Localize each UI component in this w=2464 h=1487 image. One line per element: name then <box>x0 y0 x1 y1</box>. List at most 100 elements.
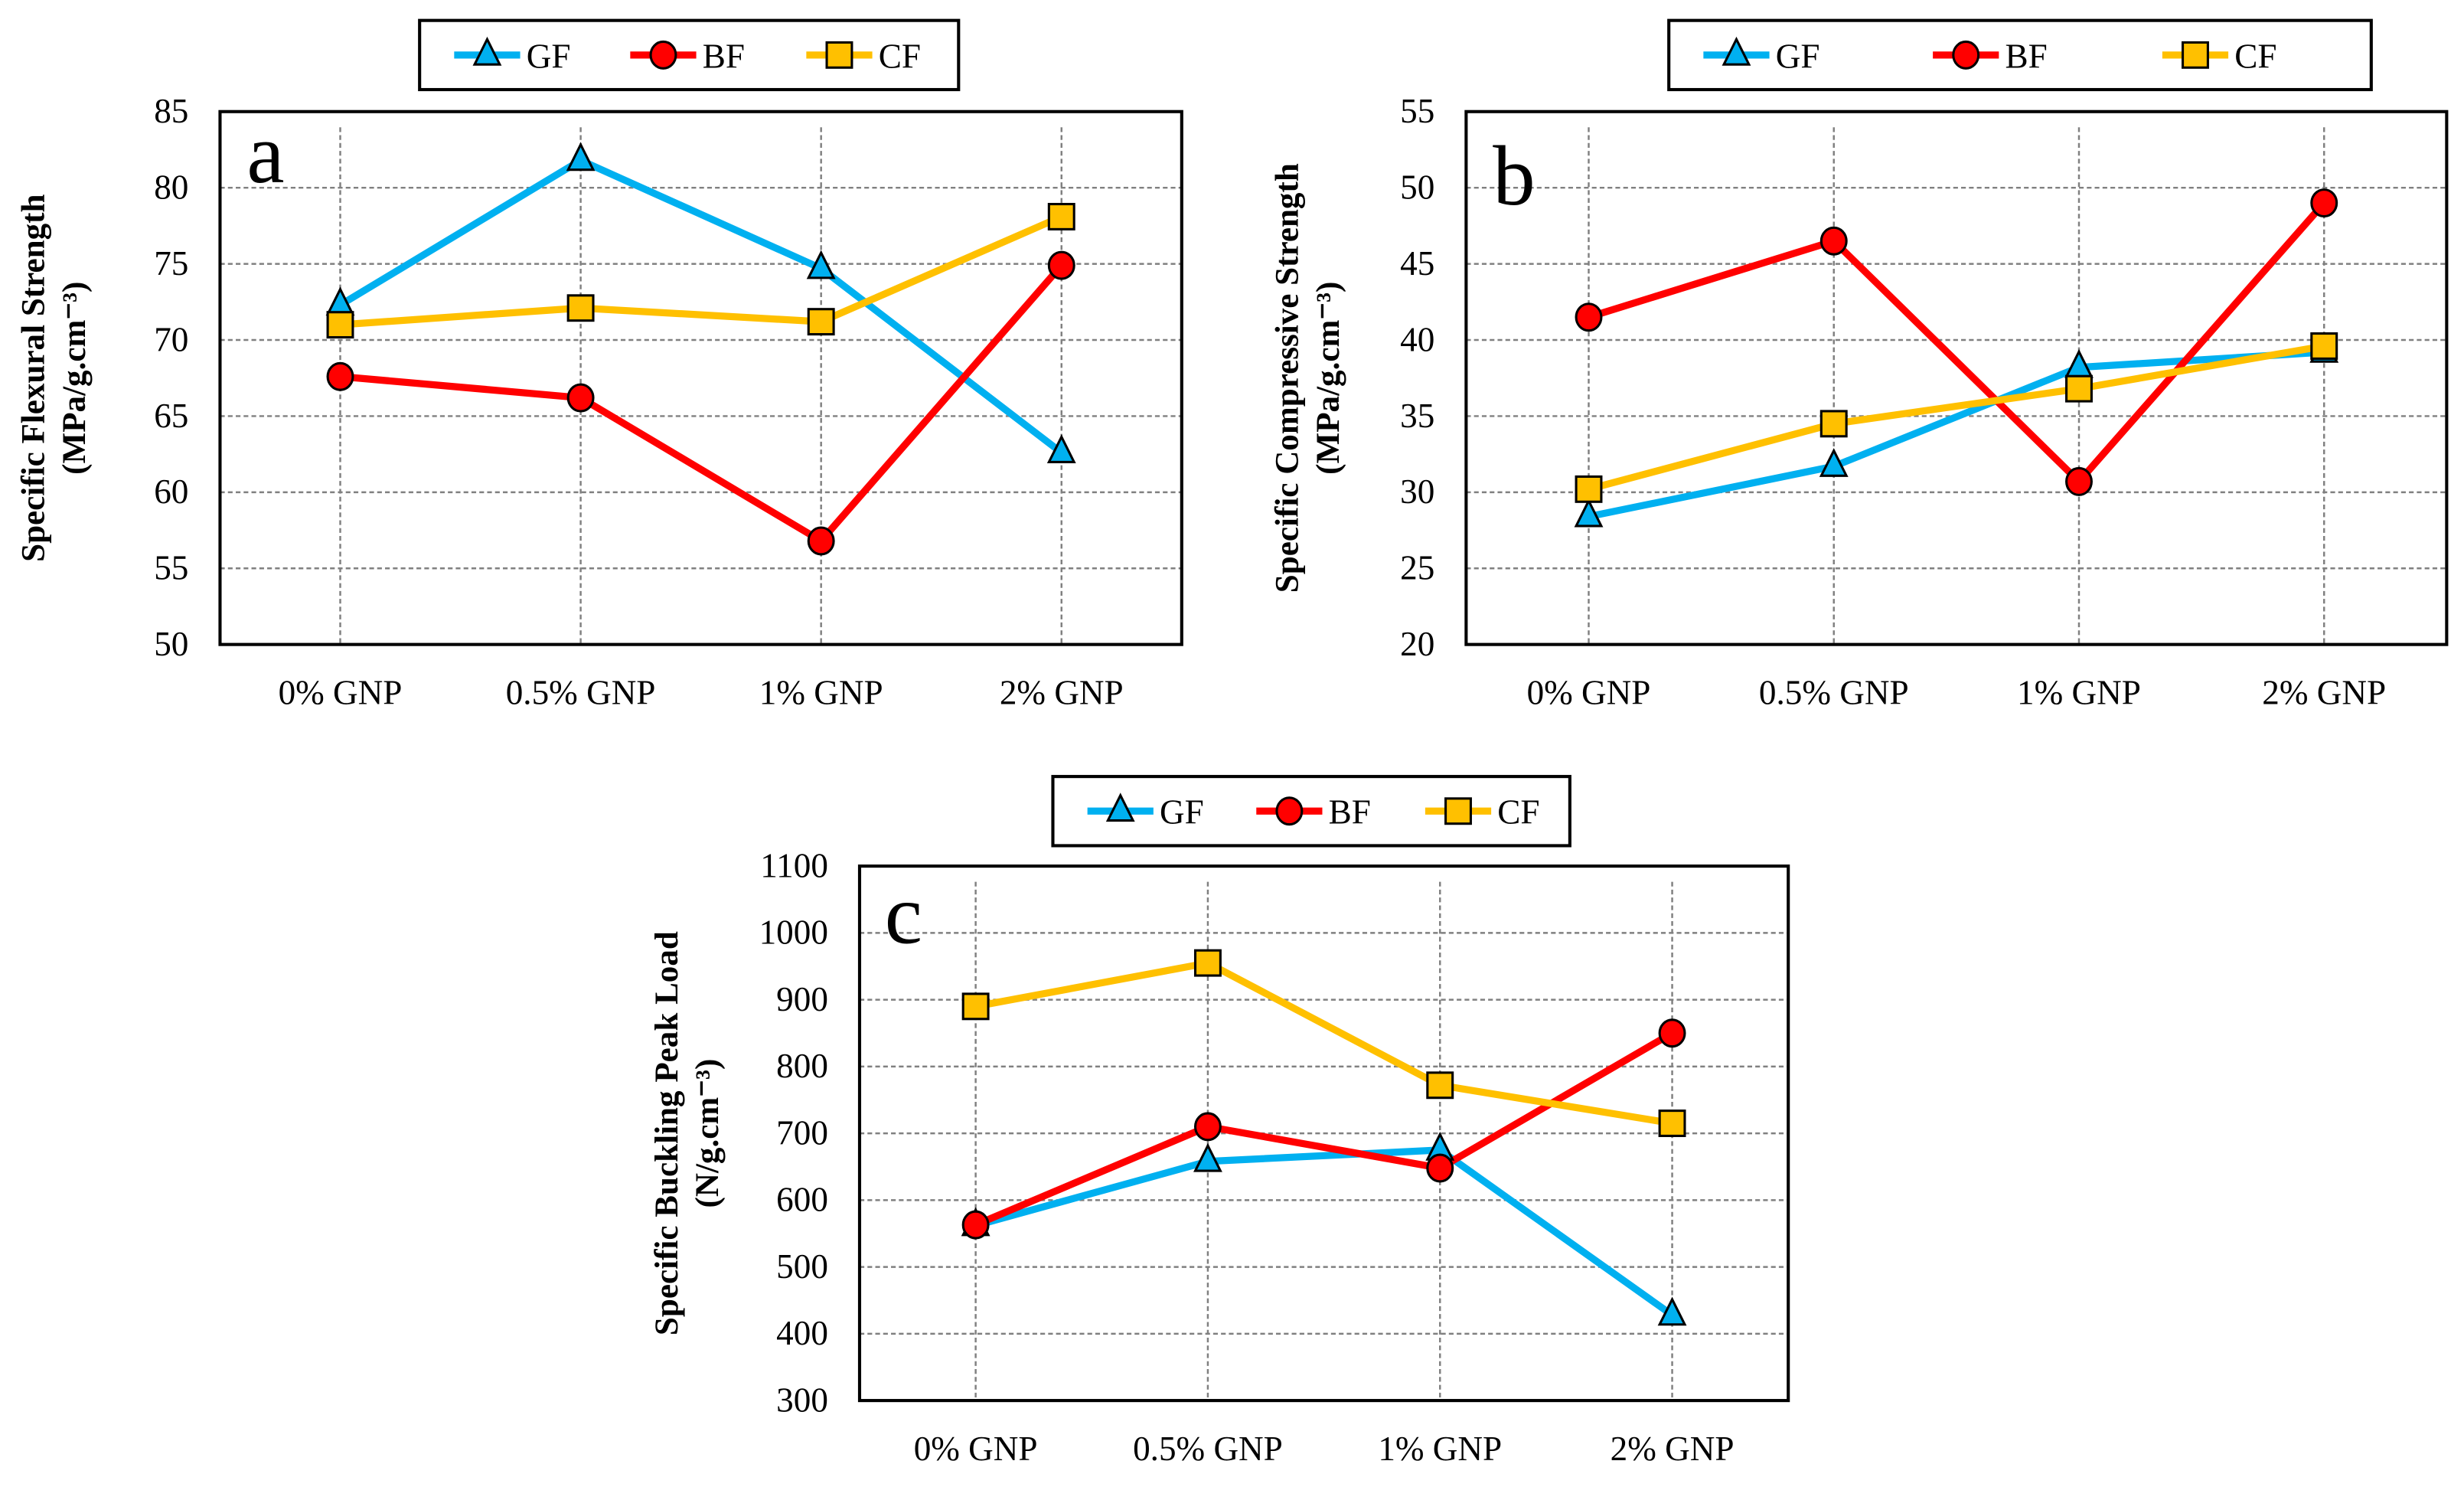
x-tick-label: 1% GNP <box>2017 674 2141 712</box>
data-point-CF <box>1658 1110 1686 1137</box>
data-point-BF <box>961 1210 990 1240</box>
data-point-CF <box>961 992 990 1021</box>
legend: GF BF CF <box>1667 18 2373 92</box>
series-line-GF <box>974 1146 1675 1319</box>
chart-panel-c: 300 400 500 600 700 800 900 1000 1100 0% GNP 0.5% … <box>649 775 1790 1468</box>
x-tick-label: 1% GNP <box>759 674 883 712</box>
y-tick-label: 55 <box>154 549 188 587</box>
legend-label-CF: CF <box>879 37 921 75</box>
data-point-BF <box>2310 188 2338 218</box>
y-tick-label: 30 <box>1400 472 1434 511</box>
data-point-BF <box>1658 1018 1686 1048</box>
y-tick-label: 1000 <box>759 913 828 952</box>
y-tick-label: 50 <box>154 625 188 663</box>
y-tick-label: 75 <box>154 244 188 283</box>
y-axis-title: Specific Buckling Peak Load <box>649 931 685 1335</box>
panel-label: a <box>246 106 284 201</box>
legend-marker-GF <box>1105 793 1135 822</box>
y-tick-label: 500 <box>776 1247 828 1286</box>
y-tick-label: 85 <box>154 92 188 130</box>
chart-panel-a: 50 55 60 65 70 75 80 85 0% GNP 0.5% GNP 1% GNP 2% G… <box>16 18 1183 712</box>
y-tick-label: 65 <box>154 397 188 435</box>
data-point-GF <box>1193 1142 1222 1172</box>
legend-marker-BF <box>1952 40 1980 70</box>
legend-marker-BF <box>1275 796 1304 826</box>
x-tick-label: 0.5% GNP <box>1759 674 1909 712</box>
x-tick-label: 0% GNP <box>279 674 403 712</box>
legend-box <box>1667 18 2373 92</box>
data-point-CF <box>2310 332 2338 360</box>
plot-area <box>1464 109 2449 646</box>
data-point-CF <box>2065 374 2093 403</box>
y-tick-label: 45 <box>1400 244 1434 283</box>
data-point-GF <box>1819 448 1849 477</box>
x-tick-label: 2% GNP <box>1611 1430 1735 1468</box>
x-tick-label: 0% GNP <box>914 1430 1038 1468</box>
data-point-BF <box>1426 1153 1454 1183</box>
data-point-CF <box>1047 202 1075 230</box>
series-line-BF <box>974 1030 1674 1228</box>
y-tick-label: 70 <box>154 320 188 358</box>
legend: GF BF CF <box>418 18 961 92</box>
y-axis-title: Specific Compressive Strength <box>1270 163 1306 593</box>
legend-marker-GF <box>1722 36 1751 66</box>
plot-area <box>218 109 1183 646</box>
legend-marker-CF <box>1444 797 1472 825</box>
legend-marker-CF <box>825 41 853 69</box>
panel-label: c <box>885 868 922 962</box>
y-tick-label: 300 <box>776 1381 828 1419</box>
x-tick-label: 1% GNP <box>1378 1430 1502 1468</box>
y-tick-label: 40 <box>1400 320 1434 358</box>
legend-marker-BF <box>649 40 677 70</box>
data-point-GF <box>1574 498 1604 528</box>
y-tick-label: 25 <box>1400 549 1434 587</box>
legend-label-BF: BF <box>703 37 745 75</box>
y-tick-label: 50 <box>1400 168 1434 207</box>
series-line-CF <box>1588 342 2325 493</box>
y-tick-label: 700 <box>776 1113 828 1152</box>
data-point-BF <box>1047 250 1075 280</box>
legend-label-CF: CF <box>1497 793 1539 832</box>
legend-label-BF: BF <box>2005 37 2048 75</box>
legend: GF BF CF <box>1051 775 1571 848</box>
data-point-BF <box>1575 302 1603 332</box>
data-point-GF <box>1046 434 1076 463</box>
data-point-BF <box>807 526 835 556</box>
data-point-CF <box>1426 1071 1454 1100</box>
data-point-CF <box>1575 475 1603 503</box>
data-point-BF <box>1193 1112 1222 1142</box>
y-tick-label: 80 <box>154 168 188 207</box>
legend-marker-GF <box>472 36 502 66</box>
series-line-GF <box>338 156 1064 456</box>
legend-label-CF: CF <box>2234 37 2276 75</box>
y-tick-label: 800 <box>776 1047 828 1085</box>
y-tick-label: 60 <box>154 472 188 511</box>
data-point-CF <box>1819 410 1848 438</box>
data-point-CF <box>566 294 595 322</box>
legend-label-GF: GF <box>1160 793 1204 832</box>
x-tick-label: 0.5% GNP <box>1133 1430 1283 1468</box>
y-axis-title: Specific Flexural Strength <box>16 194 52 562</box>
plot-area <box>857 864 1790 1403</box>
data-point-BF <box>326 361 354 391</box>
series-line-GF <box>1588 348 2325 521</box>
legend-label-GF: GF <box>527 37 571 75</box>
data-point-BF <box>566 383 595 413</box>
y-tick-label: 600 <box>776 1181 828 1219</box>
y-tick-label: 20 <box>1400 625 1434 663</box>
data-point-GF <box>806 250 836 279</box>
x-tick-label: 2% GNP <box>2262 674 2386 712</box>
data-point-BF <box>2065 466 2093 496</box>
chart-panel-b: 20 25 30 35 40 45 50 55 0% GNP 0.5% GNP 1% GNP 2% G… <box>1270 18 2449 712</box>
x-tick-label: 2% GNP <box>1000 674 1124 712</box>
data-point-CF <box>1193 949 1222 977</box>
x-tick-label: 0% GNP <box>1527 674 1651 712</box>
y-tick-label: 400 <box>776 1314 828 1352</box>
series-line-CF <box>974 959 1673 1127</box>
legend-marker-CF <box>2182 41 2209 69</box>
data-point-GF <box>566 142 596 172</box>
legend-label-BF: BF <box>1329 793 1371 832</box>
x-tick-label: 0.5% GNP <box>506 674 656 712</box>
y-tick-label: 900 <box>776 980 828 1018</box>
